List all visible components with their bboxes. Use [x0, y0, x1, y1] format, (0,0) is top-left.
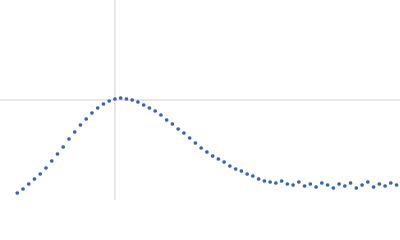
- data-point: [113, 97, 117, 101]
- data-point: [38, 172, 43, 176]
- data-point: [49, 159, 54, 163]
- data-point: [245, 172, 249, 176]
- data-point: [337, 182, 341, 186]
- data-point: [302, 184, 307, 188]
- data-point: [159, 113, 163, 117]
- data-point: [84, 117, 89, 121]
- data-point: [216, 157, 221, 161]
- data-point: [26, 182, 31, 186]
- data-point: [72, 130, 77, 134]
- data-point: [320, 181, 324, 185]
- data-point: [170, 122, 175, 126]
- data-point: [297, 180, 301, 184]
- data-point: [164, 118, 169, 122]
- data-point: [325, 183, 330, 187]
- data-point: [61, 145, 66, 149]
- data-point: [377, 182, 382, 186]
- data-point: [182, 131, 186, 135]
- data-point: [228, 164, 232, 168]
- data-point: [268, 180, 272, 184]
- data-point: [107, 99, 111, 103]
- data-point: [274, 181, 278, 185]
- data-point: [67, 137, 71, 141]
- data-point: [15, 191, 20, 195]
- data-point: [32, 177, 37, 181]
- data-point: [21, 187, 25, 191]
- data-point: [348, 181, 353, 185]
- data-point: [314, 185, 318, 189]
- data-point: [366, 180, 370, 184]
- data-point: [354, 186, 359, 190]
- data-point: [95, 106, 100, 110]
- data-point: [222, 160, 226, 164]
- data-point: [331, 186, 336, 190]
- data-point: [55, 152, 60, 156]
- data-point: [262, 179, 267, 183]
- data-point: [124, 97, 129, 101]
- data-point: [199, 146, 203, 150]
- data-point: [153, 109, 157, 113]
- page: {"chart_data": {"type": "scatter", "xlim…: [0, 0, 400, 200]
- data-point: [233, 167, 238, 171]
- data-point: [147, 106, 152, 110]
- data-point: [141, 103, 146, 107]
- data-point: [90, 111, 94, 115]
- data-point: [130, 98, 134, 102]
- data-point: [210, 154, 215, 158]
- data-point: [101, 102, 106, 106]
- data-point: [371, 185, 376, 189]
- data-point: [285, 182, 290, 186]
- data-point: [205, 150, 209, 154]
- data-point: [239, 169, 244, 173]
- data-point: [308, 182, 313, 186]
- data-point: [291, 183, 295, 187]
- data-point: [256, 177, 261, 181]
- data-point: [78, 123, 83, 127]
- data-point: [360, 183, 364, 187]
- data-point: [176, 127, 180, 131]
- data-point: [251, 174, 255, 178]
- data-point: [118, 96, 123, 100]
- data-point: [279, 179, 284, 183]
- chart: [0, 0, 400, 200]
- data-point: [389, 181, 393, 185]
- data-point: [343, 184, 347, 188]
- data-point: [44, 166, 48, 170]
- data-point: [394, 183, 399, 187]
- data-point: [383, 184, 387, 188]
- data-point: [187, 136, 192, 140]
- data-point: [136, 100, 140, 104]
- data-point: [193, 141, 198, 145]
